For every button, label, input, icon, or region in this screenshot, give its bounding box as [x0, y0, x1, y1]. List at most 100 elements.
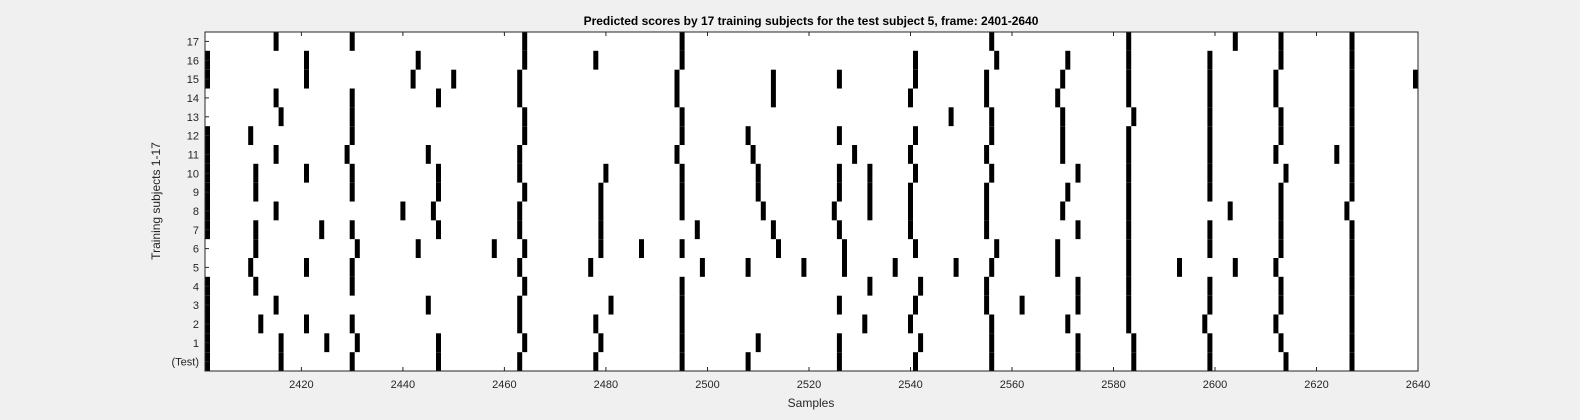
- score-mark: [1055, 258, 1061, 277]
- score-mark: [253, 163, 259, 183]
- score-mark: [1273, 258, 1279, 277]
- score-mark: [304, 50, 309, 70]
- score-mark: [836, 295, 842, 315]
- score-mark: [436, 352, 441, 372]
- score-mark: [989, 352, 995, 372]
- score-mark: [674, 145, 680, 164]
- y-tick-label: 9: [193, 187, 199, 199]
- score-mark: [1126, 50, 1132, 70]
- x-tick-label: 2620: [1304, 379, 1328, 391]
- score-mark: [1349, 145, 1355, 164]
- score-mark: [598, 220, 604, 240]
- score-mark: [354, 239, 360, 259]
- score-mark: [913, 352, 918, 372]
- y-tick-label: 8: [193, 206, 199, 218]
- score-mark: [1019, 295, 1025, 315]
- score-mark: [253, 239, 259, 259]
- score-mark: [908, 201, 913, 221]
- score-mark: [1207, 50, 1213, 70]
- score-mark: [1075, 220, 1081, 240]
- y-tick-label: 7: [193, 225, 199, 237]
- score-mark: [1349, 314, 1355, 334]
- score-mark: [1273, 88, 1279, 108]
- score-mark: [755, 163, 761, 183]
- score-mark: [1177, 258, 1182, 277]
- score-mark: [1207, 107, 1213, 127]
- score-mark: [415, 50, 421, 70]
- score-mark: [770, 88, 776, 108]
- score-mark: [679, 352, 685, 372]
- x-tick-label: 2520: [797, 379, 821, 391]
- score-mark: [1283, 352, 1289, 372]
- plot-frame: [204, 31, 1419, 372]
- score-mark: [1207, 352, 1213, 372]
- score-mark: [1126, 220, 1132, 240]
- score-mark: [349, 182, 355, 202]
- score-mark: [1075, 333, 1081, 353]
- x-tick-label: 2560: [1000, 379, 1024, 391]
- score-mark: [1278, 239, 1284, 259]
- x-tick-label: 2640: [1406, 379, 1430, 391]
- score-mark: [1273, 145, 1279, 164]
- score-mark: [1207, 145, 1213, 164]
- score-mark: [278, 352, 284, 372]
- score-mark: [1207, 276, 1213, 296]
- score-mark: [1349, 239, 1355, 259]
- score-mark: [831, 201, 837, 221]
- score-mark: [273, 145, 279, 164]
- score-mark: [1202, 314, 1208, 334]
- score-mark: [745, 352, 751, 372]
- x-tick-label: 2420: [289, 379, 313, 391]
- score-mark: [842, 239, 847, 259]
- score-mark: [948, 107, 954, 127]
- y-tick-label: 10: [187, 168, 199, 180]
- score-mark: [1060, 126, 1066, 146]
- score-mark: [918, 276, 924, 296]
- score-mark: [593, 314, 599, 334]
- y-tick-label: 4: [193, 281, 199, 293]
- score-mark: [836, 352, 842, 372]
- score-mark: [400, 201, 406, 221]
- score-mark: [953, 258, 959, 277]
- score-mark: [1349, 258, 1355, 277]
- score-mark: [1278, 276, 1284, 296]
- score-mark: [1207, 295, 1213, 315]
- score-mark: [349, 126, 355, 146]
- score-mark: [867, 182, 873, 202]
- score-mark: [694, 220, 700, 240]
- score-mark: [674, 69, 680, 89]
- score-mark: [517, 220, 523, 240]
- x-tick-label: 2540: [898, 379, 922, 391]
- score-mark: [1278, 220, 1284, 240]
- score-mark: [1349, 69, 1355, 89]
- score-mark: [1075, 163, 1081, 183]
- score-mark: [1283, 163, 1289, 183]
- score-mark: [1278, 182, 1284, 202]
- score-mark: [1075, 352, 1081, 372]
- score-mark: [593, 352, 599, 372]
- score-mark: [1273, 69, 1279, 89]
- score-mark: [258, 314, 264, 334]
- score-mark: [989, 32, 995, 51]
- score-mark: [522, 276, 528, 296]
- score-mark: [1278, 107, 1284, 127]
- score-mark: [1075, 276, 1081, 296]
- score-mark: [1065, 182, 1071, 202]
- score-mark: [1207, 88, 1213, 108]
- score-mark: [517, 88, 523, 108]
- score-mark: [639, 239, 644, 259]
- score-mark: [745, 258, 751, 277]
- score-mark: [1060, 69, 1066, 89]
- score-mark: [349, 163, 355, 183]
- score-mark: [354, 333, 360, 353]
- score-mark: [1278, 50, 1284, 70]
- score-mark: [1126, 239, 1132, 259]
- score-mark: [608, 295, 614, 315]
- score-mark: [598, 333, 604, 353]
- y-tick-label: 14: [187, 93, 199, 105]
- score-mark: [750, 145, 756, 164]
- score-mark: [1349, 126, 1355, 146]
- score-mark: [836, 220, 842, 240]
- score-mark: [344, 145, 350, 164]
- score-mark: [304, 69, 309, 89]
